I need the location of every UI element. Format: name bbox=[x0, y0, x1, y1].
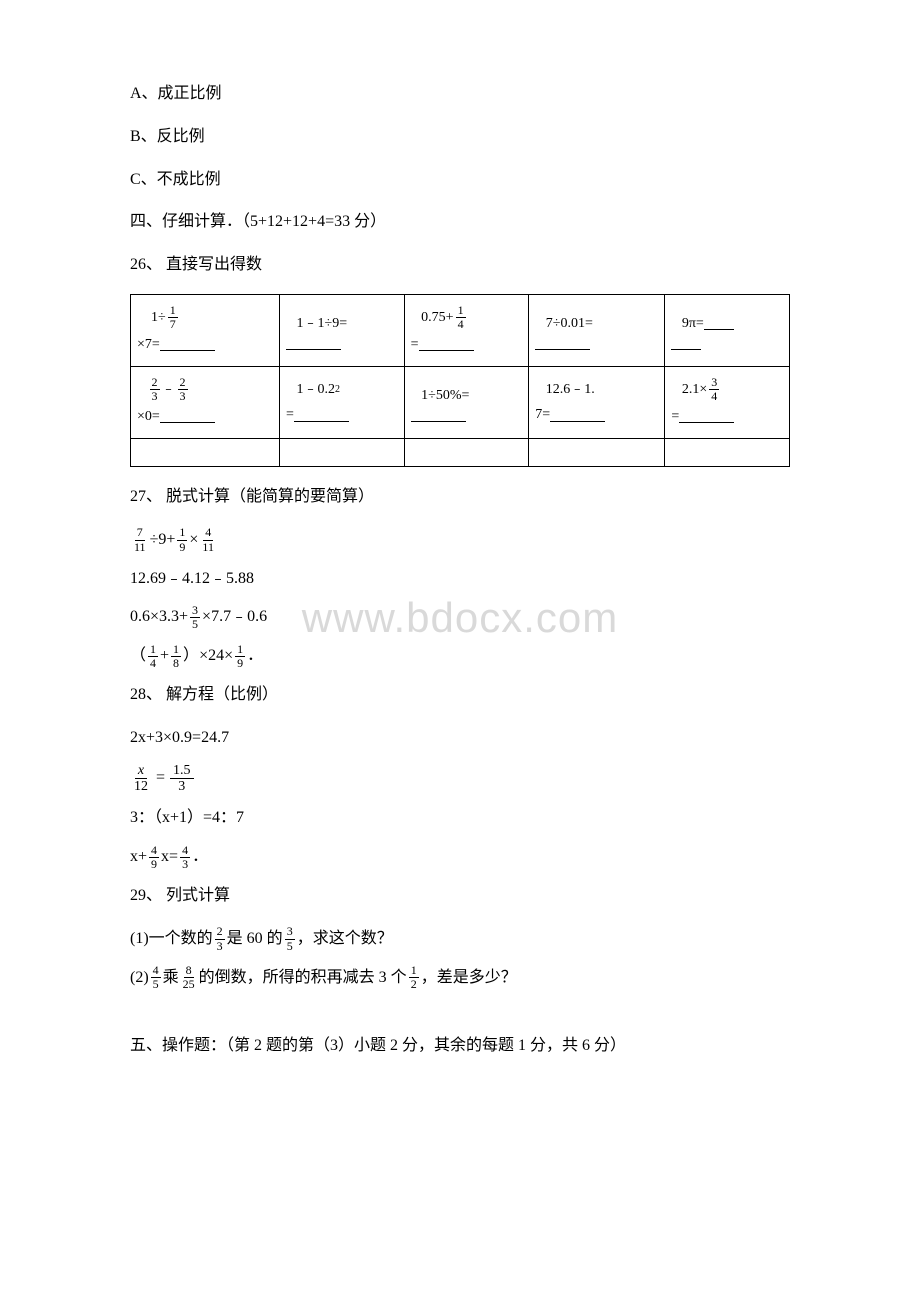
blank-field bbox=[294, 408, 349, 422]
table-row: 23﹣23 ×0= 1﹣0.22 = 1÷50%= 12.6﹣1. bbox=[131, 366, 790, 438]
table-cell bbox=[404, 438, 529, 466]
blank-field bbox=[535, 336, 590, 350]
fraction: 12 bbox=[409, 964, 419, 991]
section-5-heading: 五、操作题：（第 2 题的第（3）小题 2 分，其余的每题 1 分，共 6 分） bbox=[130, 1032, 790, 1061]
fraction: 23 bbox=[215, 925, 225, 952]
q29-expr-2: (2)45乘825的倒数，所得的积再减去 3 个12，差是多少？ bbox=[130, 964, 790, 993]
blank-field bbox=[419, 337, 474, 351]
option-c: C、不成比例 bbox=[130, 166, 790, 195]
table-cell: 2.1×34 = bbox=[665, 366, 790, 438]
option-a: A、成正比例 bbox=[130, 80, 790, 109]
table-cell bbox=[665, 438, 790, 466]
blank-field bbox=[679, 409, 734, 423]
fraction: 43 bbox=[180, 844, 190, 871]
fraction: 34 bbox=[709, 376, 719, 403]
question-29: 29、 列式计算 bbox=[130, 882, 790, 911]
blank-field bbox=[671, 336, 701, 350]
table-cell: 1﹣0.22 = bbox=[280, 366, 405, 438]
fraction: 18 bbox=[171, 643, 181, 670]
fraction: 45 bbox=[151, 964, 161, 991]
table-cell: 1÷17 ×7= bbox=[131, 294, 280, 366]
fraction: 411 bbox=[200, 526, 216, 553]
blank-field bbox=[160, 337, 215, 351]
q28-expr-1: 2x+3×0.9=24.7 bbox=[130, 724, 790, 753]
table-cell: 23﹣23 ×0= bbox=[131, 366, 280, 438]
fraction: 14 bbox=[148, 643, 158, 670]
table-cell bbox=[280, 438, 405, 466]
fraction: 35 bbox=[285, 925, 295, 952]
table-cell bbox=[529, 438, 665, 466]
fraction: 825 bbox=[181, 964, 197, 991]
question-28: 28、 解方程（比例） bbox=[130, 681, 790, 710]
blank-field bbox=[160, 409, 215, 423]
table-row: 1÷17 ×7= 1﹣1÷9= 0.75+14 = 7÷0.01= bbox=[131, 294, 790, 366]
fraction: 17 bbox=[168, 304, 178, 331]
fraction: 711 bbox=[132, 526, 148, 553]
fraction: 19 bbox=[177, 526, 187, 553]
q27-expr-2: 12.69﹣4.12﹣5.88 bbox=[130, 565, 790, 594]
fraction: 49 bbox=[149, 844, 159, 871]
table-cell bbox=[131, 438, 280, 466]
document-content: A、成正比例 B、反比例 C、不成比例 四、仔细计算．（5+12+12+4=33… bbox=[130, 80, 790, 1061]
table-cell: 7÷0.01= bbox=[529, 294, 665, 366]
question-26: 26、 直接写出得数 bbox=[130, 251, 790, 280]
q27-expr-3: 0.6×3.3+35×7.7﹣0.6 bbox=[130, 603, 790, 632]
option-b: B、反比例 bbox=[130, 123, 790, 152]
blank-field bbox=[704, 316, 734, 330]
blank-field bbox=[550, 408, 605, 422]
table-cell: 1÷50%= bbox=[404, 366, 529, 438]
fraction: x12 bbox=[131, 763, 151, 795]
table-cell: 1﹣1÷9= bbox=[280, 294, 405, 366]
blank-field bbox=[286, 336, 341, 350]
section-4-heading: 四、仔细计算．（5+12+12+4=33 分） bbox=[130, 208, 790, 237]
table-row bbox=[131, 438, 790, 466]
fraction: 23 bbox=[150, 376, 160, 403]
table-cell: 9π= bbox=[665, 294, 790, 366]
question-27: 27、 脱式计算（能简算的要简算） bbox=[130, 483, 790, 512]
q27-expr-1: 711÷9+19×411 bbox=[130, 526, 790, 555]
q28-expr-3: 3：（x+1）=4：7 bbox=[130, 804, 790, 833]
q27-expr-4: （14+18）×24×19． bbox=[130, 642, 790, 671]
calculation-table: 1÷17 ×7= 1﹣1÷9= 0.75+14 = 7÷0.01= bbox=[130, 294, 790, 467]
q29-expr-1: (1)一个数的23是 60 的35，求这个数？ bbox=[130, 925, 790, 954]
fraction: 19 bbox=[235, 643, 245, 670]
fraction: 23 bbox=[178, 376, 188, 403]
fraction: 14 bbox=[456, 304, 466, 331]
fraction: 1.53 bbox=[170, 763, 194, 795]
fraction: 35 bbox=[190, 604, 200, 631]
q28-expr-4: x+49x=43． bbox=[130, 843, 790, 872]
q28-expr-2: x12 = 1.53 bbox=[130, 763, 790, 795]
table-cell: 0.75+14 = bbox=[404, 294, 529, 366]
blank-field bbox=[411, 408, 466, 422]
table-cell: 12.6﹣1. 7= bbox=[529, 366, 665, 438]
